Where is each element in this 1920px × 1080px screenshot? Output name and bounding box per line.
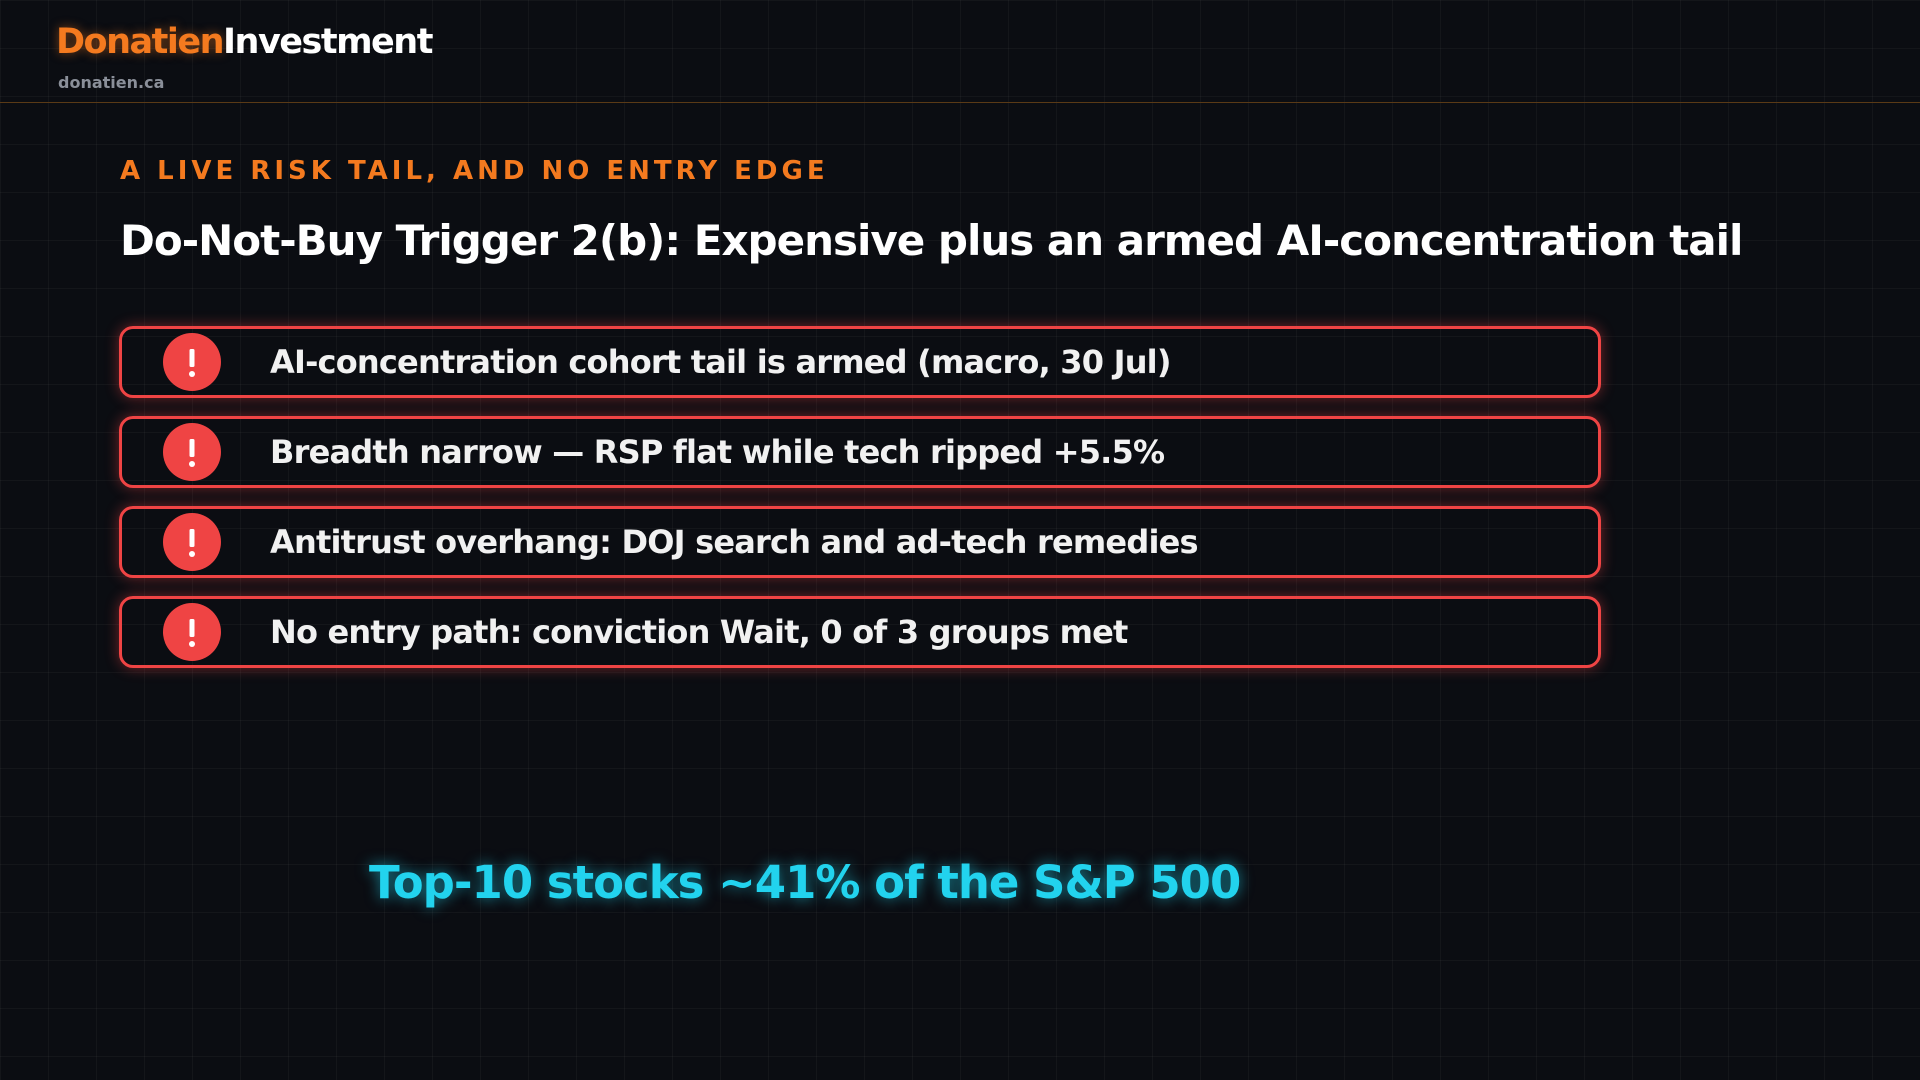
brand-second: Investment — [223, 22, 433, 62]
warning-item: Breadth narrow — RSP flat while tech rip… — [119, 416, 1601, 488]
alert-icon — [163, 333, 221, 391]
warning-item: AI-concentration cohort tail is armed (m… — [119, 326, 1601, 398]
alert-icon — [163, 513, 221, 571]
callout: Top-10 stocks ~41% of the S&P 500 — [369, 856, 1241, 909]
header: DonatienInvestment donatien.ca — [0, 0, 1920, 103]
site-url: donatien.ca — [58, 73, 165, 92]
item-text: No entry path: conviction Wait, 0 of 3 g… — [270, 613, 1128, 651]
item-text: AI-concentration cohort tail is armed (m… — [270, 343, 1171, 381]
brand-first: Donatien — [56, 22, 225, 62]
alert-icon — [163, 423, 221, 481]
warning-item: No entry path: conviction Wait, 0 of 3 g… — [119, 596, 1601, 668]
eyebrow: A LIVE RISK TAIL, AND NO ENTRY EDGE — [120, 156, 829, 186]
item-text: Antitrust overhang: DOJ search and ad-te… — [270, 523, 1199, 561]
item-text: Breadth narrow — RSP flat while tech rip… — [270, 433, 1165, 471]
brand: DonatienInvestment — [56, 22, 433, 62]
slide-title: Do-Not-Buy Trigger 2(b): Expensive plus … — [120, 216, 1743, 265]
alert-icon — [163, 603, 221, 661]
warning-item: Antitrust overhang: DOJ search and ad-te… — [119, 506, 1601, 578]
